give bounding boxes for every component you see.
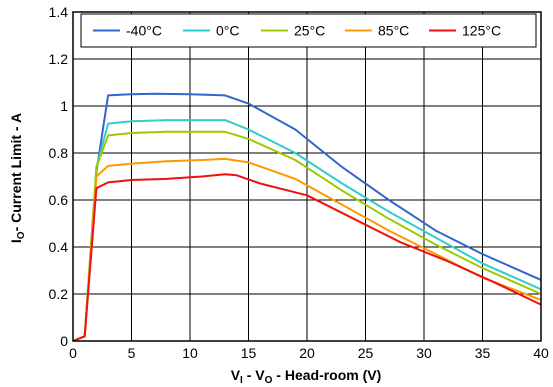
y-tick-label: 0.2 <box>49 286 69 302</box>
x-tick-labels: 0 5 10 15 20 25 30 35 40 <box>69 345 549 361</box>
legend-label: 25°C <box>294 23 325 39</box>
grid <box>73 12 541 341</box>
y-tick-label: 1.2 <box>49 51 69 67</box>
y-tick-label: 0.6 <box>49 192 69 208</box>
series-line-1 <box>72 119 542 342</box>
x-tick-label: 30 <box>416 345 432 361</box>
x-axis-title: VI - VO - Head-room (V) <box>231 367 382 386</box>
x-tick-label: 25 <box>358 345 374 361</box>
series-layer <box>72 92 542 342</box>
x-tick-label: 15 <box>241 345 257 361</box>
series-line-4 <box>72 173 542 342</box>
y-title-main: I <box>8 239 24 243</box>
x-tick-label: 10 <box>182 345 198 361</box>
y-title-rest: - Current Limit - A <box>8 113 24 231</box>
y-tick-label: 0 <box>60 333 68 349</box>
y-tick-labels: 0 0.2 0.4 0.6 0.8 1 1.2 1.4 <box>49 4 69 349</box>
legend-label: 85°C <box>378 23 409 39</box>
x-tick-label: 0 <box>69 345 77 361</box>
plot-frame <box>72 11 542 342</box>
series-line-3 <box>72 157 542 342</box>
legend-label: 125°C <box>462 23 501 39</box>
x-tick-label: 20 <box>299 345 315 361</box>
y-tick-label: 1.4 <box>49 4 69 20</box>
x-title-sub2: O <box>265 375 273 386</box>
x-title-main: V <box>231 367 241 383</box>
y-axis-title: IO- Current Limit - A <box>8 113 27 243</box>
y-tick-label: 0.4 <box>49 239 69 255</box>
y-title-sub: O <box>16 231 27 239</box>
y-tick-label: 0.8 <box>49 145 69 161</box>
x-title-sub1: I <box>240 375 243 386</box>
x-tick-label: 5 <box>128 345 136 361</box>
legend-label: 0°C <box>216 23 240 39</box>
legend: -40°C 0°C 25°C 85°C 125°C <box>80 13 537 48</box>
y-tick-label: 1 <box>60 98 68 114</box>
x-tick-label: 40 <box>533 345 549 361</box>
x-tick-label: 35 <box>475 345 491 361</box>
x-title-rest: - Head-room (V) <box>272 367 381 383</box>
legend-label: -40°C <box>126 23 162 39</box>
x-title-mid: - V <box>243 367 265 383</box>
series-line-0 <box>72 92 542 342</box>
legend-box <box>80 13 537 48</box>
series-line-2 <box>72 130 542 342</box>
